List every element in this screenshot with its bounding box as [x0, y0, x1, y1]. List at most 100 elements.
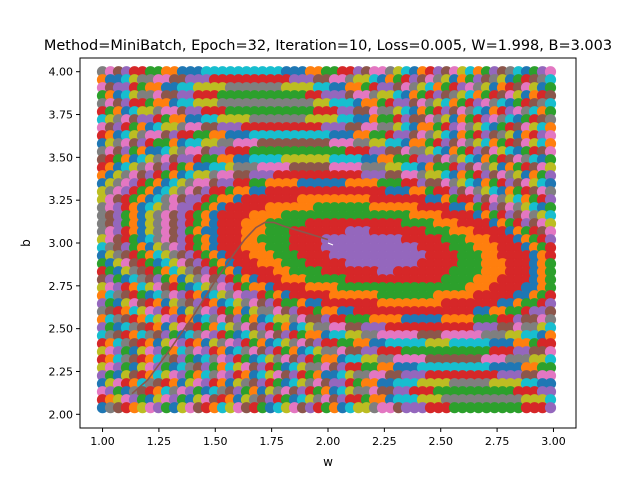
surface-point [496, 66, 509, 78]
surface-point [440, 330, 453, 342]
surface-point [112, 162, 125, 174]
surface-point [224, 322, 237, 334]
surface-point [496, 122, 509, 134]
surface-point [528, 306, 541, 318]
surface-point [504, 378, 517, 390]
surface-point [280, 402, 293, 414]
surface-point [376, 234, 389, 246]
surface-point [104, 346, 117, 358]
surface-point [200, 274, 213, 286]
surface-point [440, 314, 453, 326]
surface-point [440, 386, 453, 398]
surface-point [128, 90, 141, 102]
surface-point [256, 338, 269, 350]
surface-point [264, 370, 277, 382]
surface-point [496, 186, 509, 198]
surface-point [504, 370, 517, 382]
surface-point [376, 250, 389, 262]
surface-point [368, 282, 381, 294]
surface-point [168, 362, 181, 374]
surface-point [464, 114, 477, 126]
surface-point [352, 282, 365, 294]
surface-point [488, 362, 501, 374]
surface-point [272, 354, 285, 366]
surface-point [176, 162, 189, 174]
surface-point [120, 98, 133, 110]
surface-point [328, 194, 341, 206]
surface-point [192, 386, 205, 398]
surface-point [128, 314, 141, 326]
surface-point [264, 106, 277, 118]
surface-point [128, 114, 141, 126]
surface-point [152, 370, 165, 382]
surface-point [384, 394, 397, 406]
surface-point [488, 74, 501, 86]
surface-point [136, 338, 149, 350]
surface-point [480, 154, 493, 166]
surface-point [432, 130, 445, 142]
surface-point [216, 386, 229, 398]
surface-point [176, 394, 189, 406]
surface-point [160, 98, 173, 110]
surface-point [416, 322, 429, 334]
surface-point [192, 258, 205, 270]
surface-point [360, 226, 373, 238]
surface-point [296, 306, 309, 318]
surface-point [320, 130, 333, 142]
surface-point [368, 330, 381, 342]
surface-point [464, 250, 477, 262]
surface-point [328, 378, 341, 390]
surface-point [240, 314, 253, 326]
surface-point [144, 258, 157, 270]
surface-point [272, 210, 285, 222]
surface-point [240, 74, 253, 86]
surface-point [240, 162, 253, 174]
surface-point [320, 162, 333, 174]
surface-point [208, 250, 221, 262]
surface-point [544, 74, 557, 86]
surface-point [392, 258, 405, 270]
surface-point [520, 314, 533, 326]
surface-point [336, 266, 349, 278]
surface-point [112, 186, 125, 198]
surface-point [232, 98, 245, 110]
surface-point [136, 234, 149, 246]
surface-point [520, 266, 533, 278]
surface-point [152, 394, 165, 406]
surface-point [376, 90, 389, 102]
surface-point [152, 250, 165, 262]
surface-point [328, 322, 341, 334]
surface-point [248, 402, 261, 414]
surface-point [144, 362, 157, 374]
surface-point [400, 146, 413, 158]
surface-point [176, 90, 189, 102]
surface-point [320, 258, 333, 270]
surface-point [272, 274, 285, 286]
surface-point [488, 354, 501, 366]
surface-point [256, 362, 269, 374]
surface-point [400, 394, 413, 406]
surface-point [432, 274, 445, 286]
surface-point [336, 298, 349, 310]
surface-point [208, 338, 221, 350]
surface-point [128, 74, 141, 86]
surface-point [320, 202, 333, 214]
surface-point [424, 74, 437, 86]
surface-point [392, 162, 405, 174]
surface-point [408, 338, 421, 350]
surface-point [528, 154, 541, 166]
surface-point [512, 226, 525, 238]
surface-point [288, 394, 301, 406]
surface-point [400, 362, 413, 374]
surface-point [200, 114, 213, 126]
surface-point [400, 74, 413, 86]
surface-point [248, 162, 261, 174]
surface-point [504, 162, 517, 174]
surface-point [288, 194, 301, 206]
surface-point [440, 218, 453, 230]
surface-point [472, 338, 485, 350]
surface-point [96, 242, 109, 254]
surface-point [408, 242, 421, 254]
surface-point [128, 226, 141, 238]
